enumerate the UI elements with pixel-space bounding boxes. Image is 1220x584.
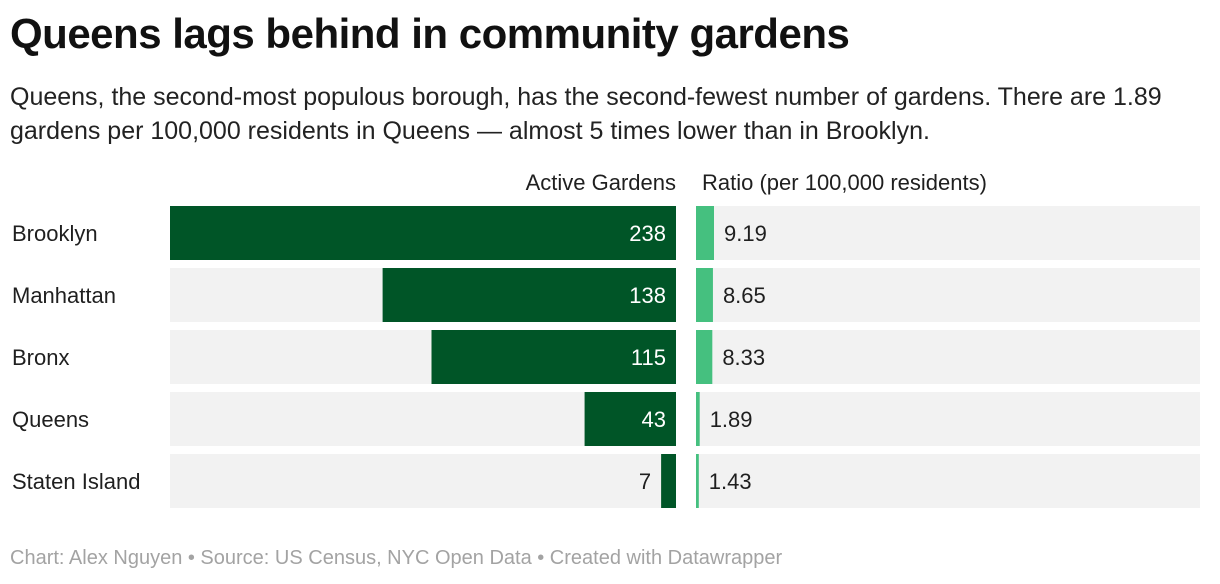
chart-subtitle: Queens, the second-most populous borough… [10,83,1162,145]
gardens-bar [661,454,676,508]
category-label: Staten Island [12,469,140,494]
chart-title: Queens lags behind in community gardens [10,10,850,57]
category-label: Brooklyn [12,221,98,246]
ratio-bar [696,454,699,508]
ratio-value-label: 1.89 [710,407,753,432]
ratio-bar [696,392,700,446]
ratio-value-label: 8.65 [723,283,766,308]
ratio-track [696,392,1200,446]
gardens-bar [584,392,676,446]
ratio-value-label: 8.33 [722,345,765,370]
ratio-track [696,454,1200,508]
ratio-track [696,268,1200,322]
ratio-track [696,330,1200,384]
category-label: Bronx [12,345,69,370]
ratio-bar [696,330,713,384]
gardens-value-label: 7 [639,469,651,494]
category-label: Manhattan [12,283,116,308]
gardens-bar [170,206,676,260]
ratio-value-label: 9.19 [724,221,767,246]
gardens-value-label: 138 [629,283,666,308]
gardens-value-label: 238 [629,221,666,246]
category-label: Queens [12,407,89,432]
gardens-track [170,454,676,508]
ratio-track [696,206,1200,260]
gardens-bar [431,330,676,384]
chart-footer: Chart: Alex Nguyen • Source: US Census, … [10,547,783,569]
ratio-bar [696,268,713,322]
gardens-value-label: 115 [631,345,666,370]
gardens-value-label: 43 [642,407,666,432]
gardens-column-header: Active Gardens [526,170,676,195]
ratio-value-label: 1.43 [709,469,752,494]
ratio-bar [696,206,714,260]
ratio-column-header: Ratio (per 100,000 residents) [702,170,987,195]
gardens-bar [382,268,676,322]
